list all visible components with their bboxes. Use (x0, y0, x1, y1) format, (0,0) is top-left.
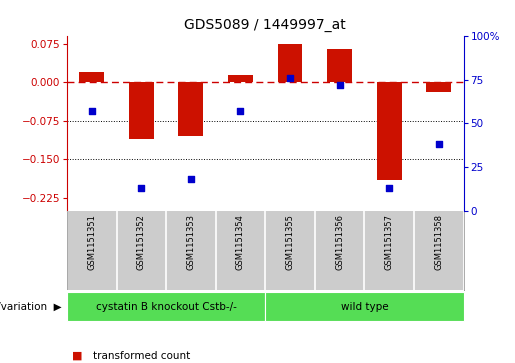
Point (137, 185, 145, 191)
Point (435, 142, 443, 147)
Point (286, 75, 294, 81)
Bar (377, 82, 402, 180)
Text: ■: ■ (72, 351, 82, 361)
Point (335, 82, 344, 88)
Text: wild type: wild type (340, 302, 388, 312)
Bar (426, 82, 451, 91)
Text: GSM1151358: GSM1151358 (434, 214, 443, 270)
Text: GSM1151356: GSM1151356 (335, 214, 344, 270)
Bar (327, 49, 352, 82)
Text: GSM1151354: GSM1151354 (236, 214, 245, 270)
Bar (79, 72, 104, 82)
FancyBboxPatch shape (67, 292, 265, 322)
Point (88, 108, 96, 114)
Text: cystatin B knockout Cstb-/-: cystatin B knockout Cstb-/- (96, 302, 236, 312)
Text: GSM1151357: GSM1151357 (385, 214, 393, 270)
Text: GSM1151351: GSM1151351 (87, 214, 96, 270)
Point (385, 185, 393, 191)
Text: genotype/variation  ▶: genotype/variation ▶ (0, 302, 62, 312)
Point (187, 176, 195, 182)
Text: GSM1151352: GSM1151352 (137, 214, 146, 270)
Text: GSM1151355: GSM1151355 (285, 214, 295, 270)
Text: GSM1151353: GSM1151353 (186, 214, 195, 270)
FancyBboxPatch shape (265, 292, 464, 322)
Bar (278, 44, 302, 82)
Text: transformed count: transformed count (93, 351, 190, 361)
Title: GDS5089 / 1449997_at: GDS5089 / 1449997_at (184, 19, 346, 33)
Bar (179, 82, 203, 136)
Bar (228, 75, 253, 82)
Point (236, 108, 245, 114)
Bar (129, 82, 153, 139)
